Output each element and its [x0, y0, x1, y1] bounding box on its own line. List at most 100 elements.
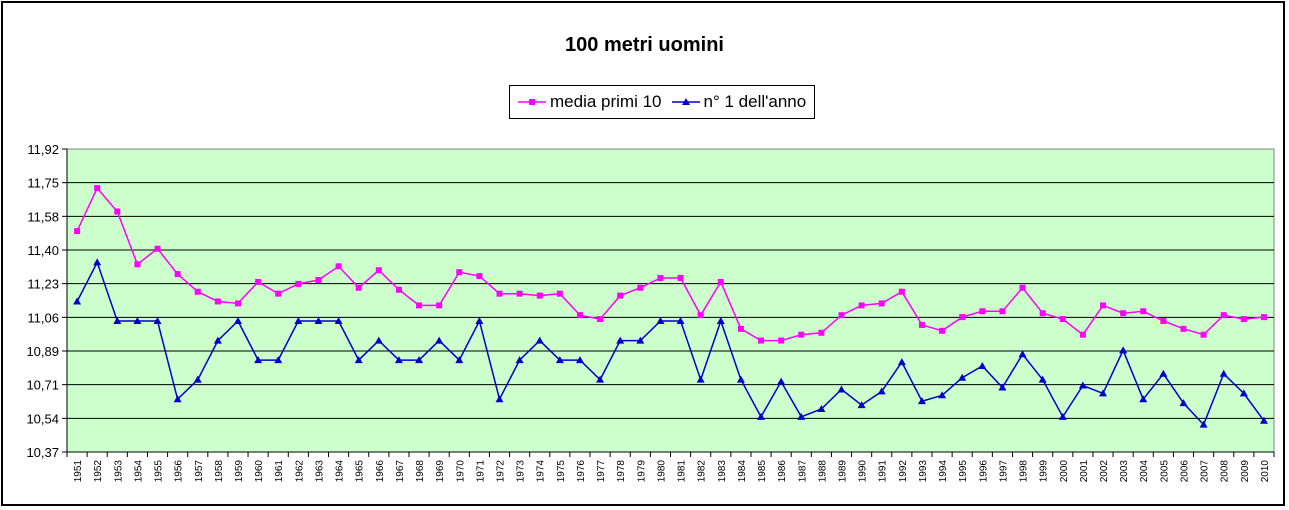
x-tick-label: 1986: [777, 460, 788, 483]
data-point-media: [114, 208, 121, 215]
x-tick-label: 1960: [254, 460, 265, 483]
x-tick-label: 1963: [314, 460, 325, 483]
data-point-first: [254, 356, 263, 364]
data-point-media: [617, 292, 624, 299]
data-point-first: [173, 395, 182, 403]
data-point-media: [174, 271, 181, 278]
x-tick-label: 2009: [1240, 460, 1251, 483]
data-point-first: [616, 336, 625, 344]
data-point-first: [1018, 350, 1027, 358]
data-point-media: [496, 290, 503, 297]
data-point-media: [134, 261, 141, 268]
data-point-first: [1058, 412, 1067, 420]
plot-background: [66, 148, 1275, 453]
data-point-media: [1039, 310, 1046, 317]
data-point-media: [1140, 308, 1147, 315]
data-point-media: [516, 290, 523, 297]
data-point-media: [214, 298, 221, 305]
data-point-first: [193, 375, 202, 383]
data-point-first: [294, 317, 303, 325]
data-point-first: [1239, 389, 1248, 397]
data-point-first: [575, 356, 584, 364]
data-point-first: [958, 373, 967, 381]
x-tick-label: 1952: [93, 460, 104, 483]
x-tick-label: 1955: [154, 460, 165, 483]
x-tick-label: 1972: [496, 460, 507, 483]
legend: media primi 10 n° 1 dell'anno: [509, 85, 816, 119]
data-point-media: [456, 269, 463, 276]
data-point-media: [194, 288, 201, 295]
y-tick-label: 11,40: [27, 243, 59, 258]
data-point-media: [416, 302, 423, 309]
y-tick-label: 11,06: [27, 310, 59, 325]
x-tick-label: 2008: [1220, 460, 1231, 483]
data-point-first: [213, 336, 222, 344]
data-point-media: [335, 263, 342, 270]
x-tick-label: 1990: [858, 460, 869, 483]
data-point-media: [677, 275, 684, 282]
x-tick-label: 1956: [174, 460, 185, 483]
legend-item-first: n° 1 dell'anno: [671, 92, 807, 112]
data-point-first: [917, 397, 926, 405]
data-point-first: [596, 375, 605, 383]
data-point-first: [555, 356, 564, 364]
x-tick-label: 1979: [636, 460, 647, 483]
data-point-media: [275, 290, 282, 297]
data-point-media: [697, 312, 704, 319]
x-tick-label: 1962: [294, 460, 305, 483]
x-tick-label: 1981: [677, 460, 688, 483]
data-point-media: [737, 325, 744, 332]
x-tick-label: 1999: [1039, 460, 1050, 483]
x-tick-label: 2003: [1119, 460, 1130, 483]
data-point-first: [374, 336, 383, 344]
x-tick-label: 1994: [938, 460, 949, 483]
data-point-first: [113, 317, 122, 325]
x-tick-label: 1973: [516, 460, 527, 483]
data-point-first: [676, 317, 685, 325]
data-point-first: [636, 336, 645, 344]
data-point-media: [375, 267, 382, 274]
data-point-first: [1159, 369, 1168, 377]
data-point-first: [233, 317, 242, 325]
data-point-media: [395, 286, 402, 293]
x-tick-label: 1967: [395, 460, 406, 483]
data-point-first: [1179, 399, 1188, 407]
data-point-media: [295, 280, 302, 287]
x-tick-label: 1984: [737, 460, 748, 483]
data-point-first: [897, 358, 906, 366]
x-tick-label: 1971: [475, 460, 486, 483]
data-point-media: [999, 308, 1006, 315]
data-point-media: [838, 312, 845, 319]
x-tick-label: 1996: [978, 460, 989, 483]
x-tick-label: 1961: [274, 460, 285, 483]
x-tick-label: 1959: [234, 460, 245, 483]
data-point-media: [657, 275, 664, 282]
data-point-first: [696, 375, 705, 383]
x-tick-label: 1954: [133, 460, 144, 483]
x-tick-label: 1988: [817, 460, 828, 483]
legend-label-first: n° 1 dell'anno: [703, 92, 807, 111]
data-point-first: [1139, 395, 1148, 403]
x-tick-label: 1976: [576, 460, 587, 483]
y-tick-label: 10,54: [26, 411, 59, 426]
data-point-media: [234, 300, 241, 307]
y-tick-label: 10,71: [26, 378, 59, 393]
data-point-media: [878, 300, 885, 307]
x-tick-label: 1964: [335, 460, 346, 483]
data-point-first: [314, 317, 323, 325]
data-point-first: [777, 377, 786, 385]
data-point-media: [898, 288, 905, 295]
legend-swatch-first: [671, 98, 700, 105]
data-point-media: [717, 278, 724, 285]
data-point-media: [255, 278, 262, 285]
x-tick-label: 1970: [455, 460, 466, 483]
data-point-first: [716, 317, 725, 325]
x-tick-label: 1953: [113, 460, 124, 483]
data-point-first: [656, 317, 665, 325]
x-tick-label: 2006: [1179, 460, 1190, 483]
data-point-first: [857, 401, 866, 409]
data-point-media: [1260, 314, 1267, 321]
x-tick-label: 2001: [1079, 460, 1090, 483]
data-point-first: [1119, 346, 1128, 354]
x-tick-label: 2010: [1260, 460, 1271, 483]
